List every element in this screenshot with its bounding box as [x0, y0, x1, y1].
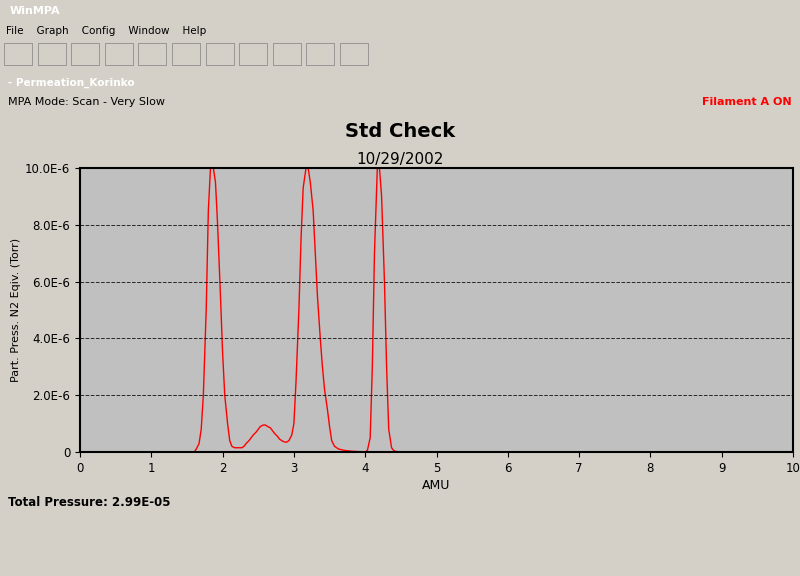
- FancyBboxPatch shape: [172, 43, 200, 65]
- Text: Total Pressure: 2.99E-05: Total Pressure: 2.99E-05: [8, 496, 170, 509]
- FancyBboxPatch shape: [306, 43, 334, 65]
- FancyBboxPatch shape: [340, 43, 368, 65]
- FancyBboxPatch shape: [239, 43, 267, 65]
- FancyBboxPatch shape: [38, 43, 66, 65]
- Text: - Permeation_Korinko: - Permeation_Korinko: [8, 78, 134, 88]
- FancyBboxPatch shape: [105, 43, 133, 65]
- FancyBboxPatch shape: [4, 43, 32, 65]
- FancyBboxPatch shape: [71, 43, 99, 65]
- Text: 10/29/2002: 10/29/2002: [356, 152, 444, 167]
- X-axis label: AMU: AMU: [422, 479, 450, 492]
- Text: MPA Mode: Scan - Very Slow: MPA Mode: Scan - Very Slow: [8, 97, 165, 107]
- FancyBboxPatch shape: [273, 43, 301, 65]
- Text: File    Graph    Config    Window    Help: File Graph Config Window Help: [6, 26, 206, 36]
- FancyBboxPatch shape: [138, 43, 166, 65]
- Text: Filament A ON: Filament A ON: [702, 97, 792, 107]
- Text: Std Check: Std Check: [345, 122, 455, 141]
- Y-axis label: Part. Press. N2 Eqiv. (Torr): Part. Press. N2 Eqiv. (Torr): [11, 238, 21, 382]
- Text: WinMPA: WinMPA: [10, 6, 60, 16]
- FancyBboxPatch shape: [206, 43, 234, 65]
